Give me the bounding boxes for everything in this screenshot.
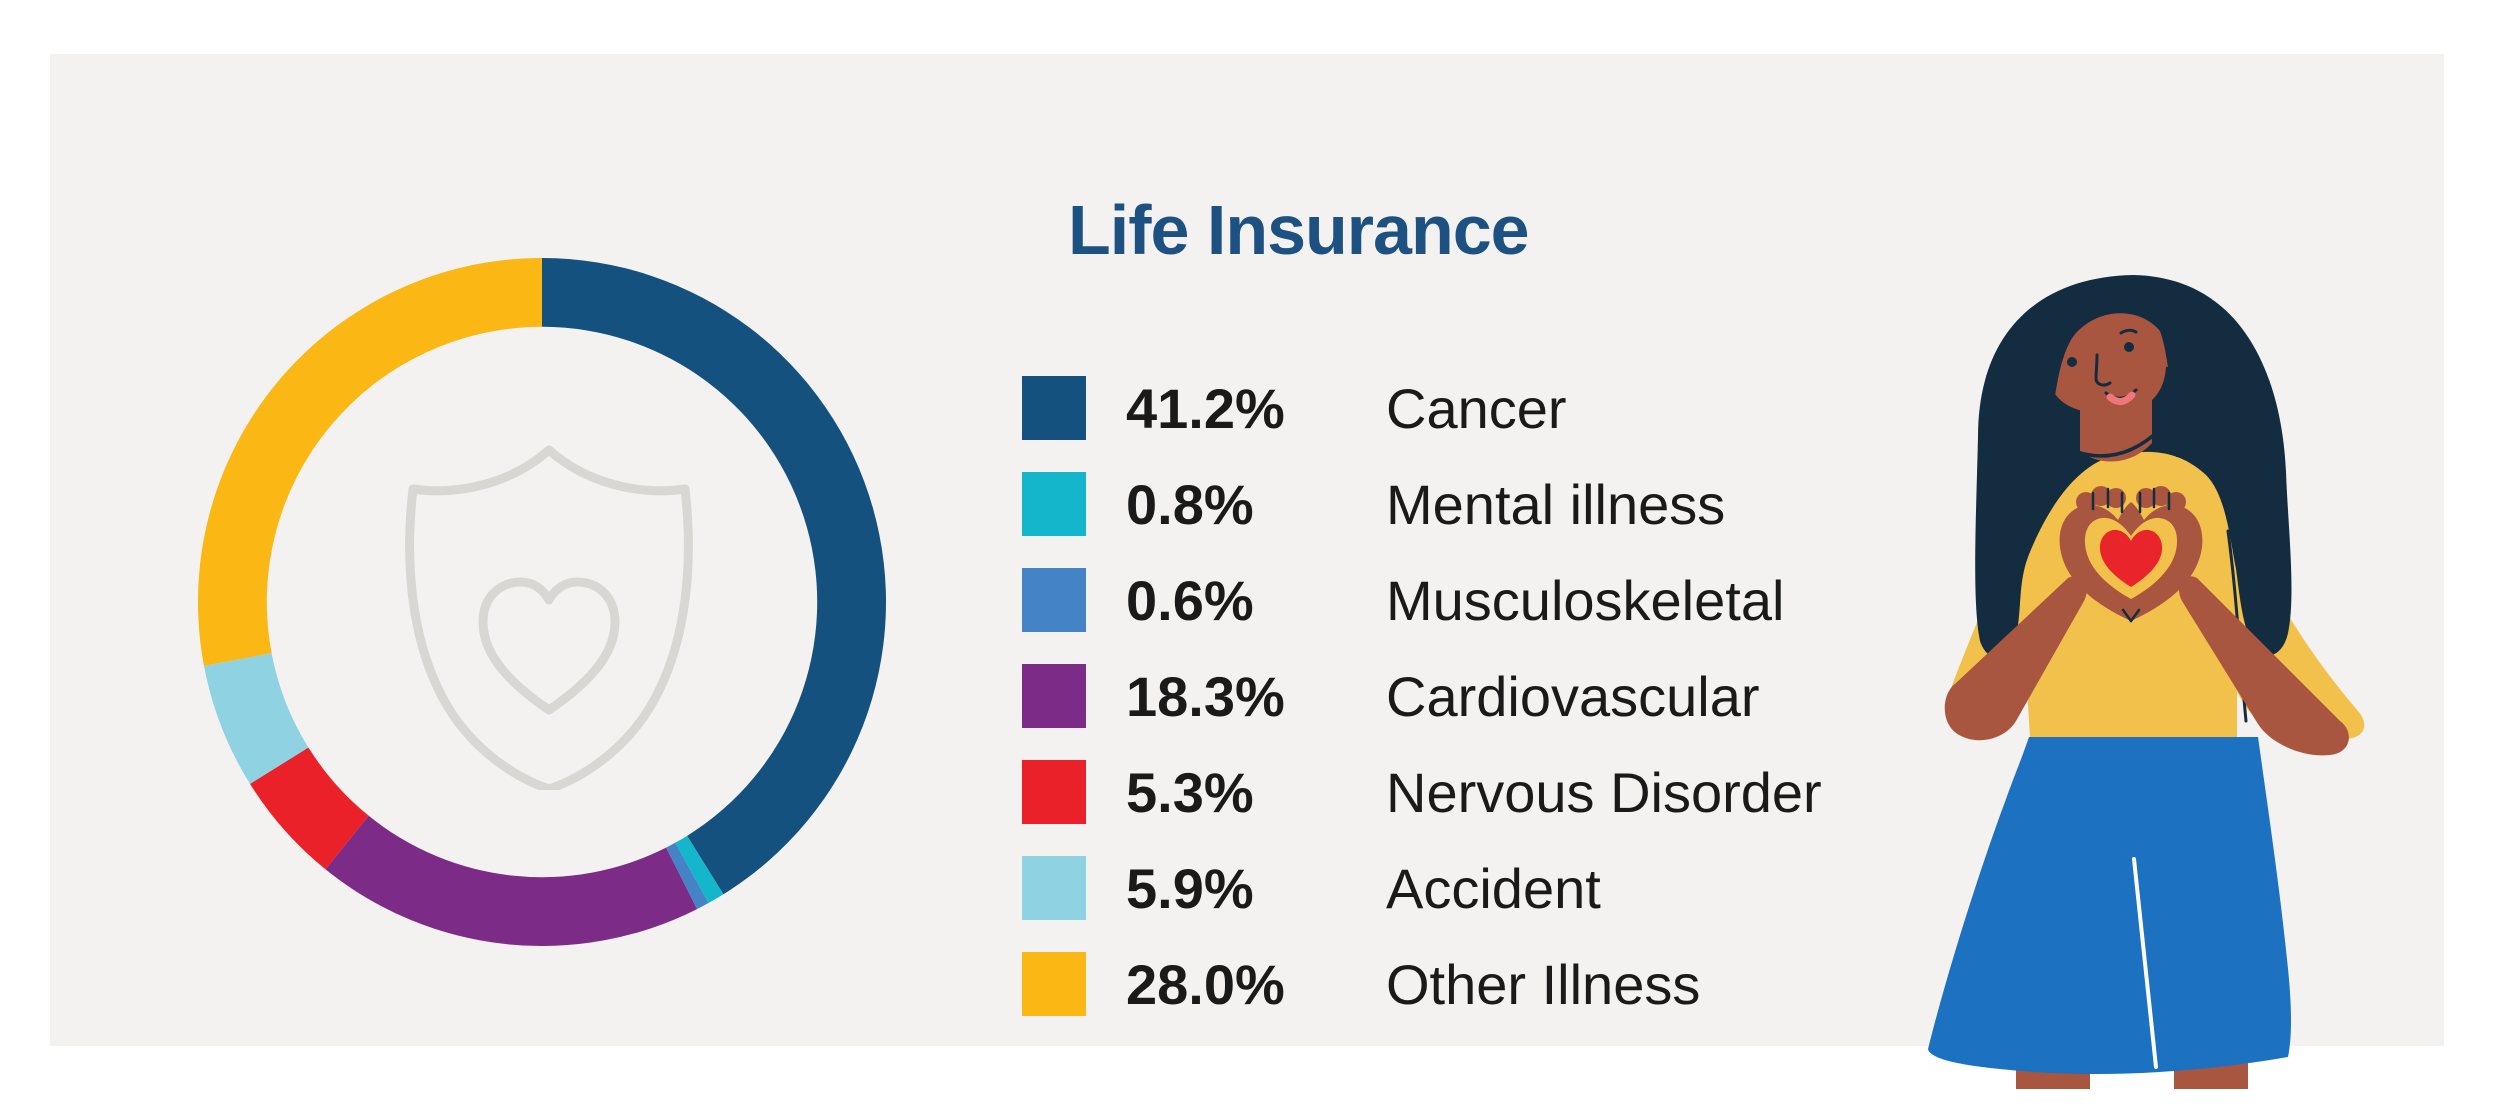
donut-chart <box>198 258 886 946</box>
legend-swatch <box>1022 760 1086 824</box>
lip <box>2106 391 2136 405</box>
legend-percent: 0.6% <box>1126 568 1254 632</box>
legend-label: Nervous Disorder <box>1386 760 1822 824</box>
nose <box>2094 353 2112 387</box>
page-title: Life Insurance <box>1068 191 1530 269</box>
legend-label: Musculoskeletal <box>1386 568 1785 632</box>
legend-swatch <box>1022 952 1086 1016</box>
legend-swatch <box>1022 472 1086 536</box>
legend-percent: 18.3% <box>1126 664 1285 728</box>
legend-percent: 5.3% <box>1126 760 1254 824</box>
legend-row: 0.8% Mental illness <box>1022 456 1822 552</box>
donut-segment-accident <box>203 653 309 784</box>
legend-row: 41.2% Cancer <box>1022 360 1822 456</box>
eye <box>2067 357 2077 367</box>
legend-percent: 5.9% <box>1126 856 1254 920</box>
legend-percent: 41.2% <box>1126 376 1285 440</box>
arm <box>2178 576 2349 756</box>
legend-row: 5.3% Nervous Disorder <box>1022 744 1822 840</box>
legend-label: Cancer <box>1386 376 1567 440</box>
legend-row: 18.3% Cardiovascular <box>1022 648 1822 744</box>
hair-front <box>2017 276 2230 457</box>
heart-outline <box>478 577 620 715</box>
donut-segment-other-illness <box>198 258 542 666</box>
shield-outline <box>405 445 693 790</box>
shield-heart-icon <box>405 445 693 790</box>
eye <box>2124 342 2134 352</box>
legend: 41.2% Cancer 0.8% Mental illness 0.6% Musculo… <box>1022 360 1822 1032</box>
legend-row: 0.6% Musculoskeletal <box>1022 552 1822 648</box>
legend-label: Other Illness <box>1386 952 1701 1016</box>
donut-segment-mental-illness <box>675 835 724 904</box>
arm <box>1944 576 2087 741</box>
donut-segment-cardiovascular <box>325 815 698 946</box>
donut-segment-cancer <box>542 258 886 895</box>
legend-swatch <box>1022 376 1086 440</box>
eyebrow <box>2119 328 2138 335</box>
legend-label: Accident <box>1386 856 1601 920</box>
skirt-crease <box>2132 857 2158 1069</box>
legend-swatch <box>1022 664 1086 728</box>
neckline <box>2048 417 2172 458</box>
legend-label: Cardiovascular <box>1386 664 1760 728</box>
legend-swatch <box>1022 568 1086 632</box>
donut-segment-nervous-disorder <box>250 747 369 870</box>
legend-row: 5.9% Accident <box>1022 840 1822 936</box>
donut-segment-musculoskeletal <box>666 842 709 910</box>
legend-percent: 28.0% <box>1126 952 1285 1016</box>
heart-hands <box>2059 486 2203 623</box>
woman-heart-hands-illustration <box>1928 275 2365 1089</box>
skirt <box>1928 737 2291 1074</box>
legend-label: Mental illness <box>1386 472 1726 536</box>
heart-icon <box>2099 529 2163 587</box>
legend-percent: 0.8% <box>1126 472 1254 536</box>
infographic-card: Life Insurance 41.2% Cancer 0.8% Mental ill… <box>50 54 2444 1089</box>
legend-swatch <box>1022 856 1086 920</box>
legend-row: 28.0% Other Illness <box>1022 936 1822 1032</box>
